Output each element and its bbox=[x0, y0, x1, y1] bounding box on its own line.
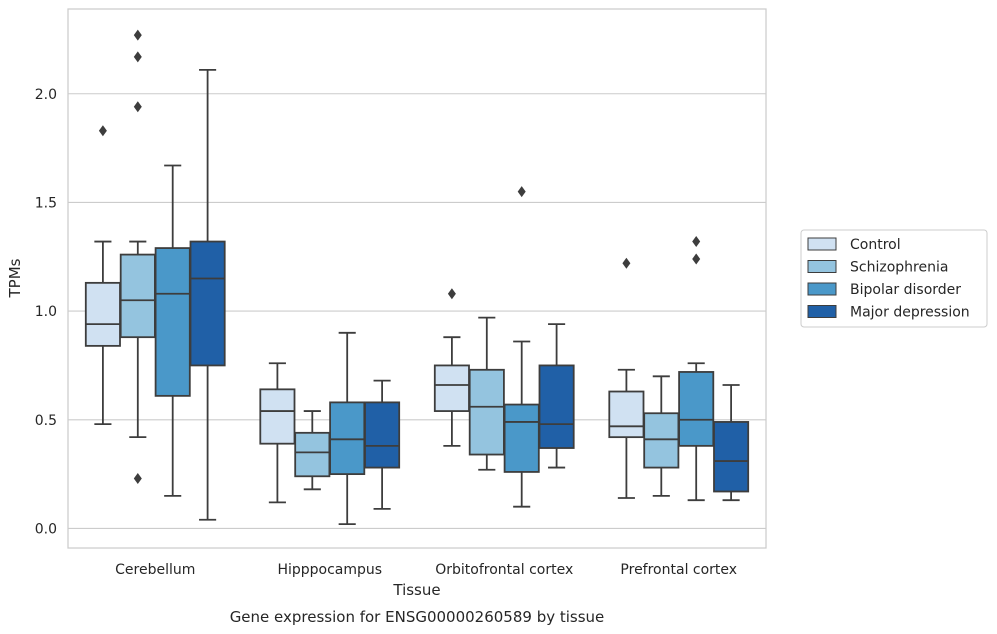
legend-label: Bipolar disorder bbox=[850, 282, 961, 298]
box bbox=[468, 368, 505, 456]
outlier-point bbox=[622, 257, 631, 269]
box bbox=[433, 364, 470, 412]
legend-label: Schizophrenia bbox=[850, 260, 948, 276]
chart-title: Gene expression for ENSG00000260589 by t… bbox=[230, 608, 605, 626]
outlier-point bbox=[133, 472, 142, 484]
legend-label: Control bbox=[850, 237, 901, 253]
box bbox=[84, 281, 121, 347]
box-schizophrenia bbox=[643, 375, 680, 497]
box bbox=[189, 240, 226, 367]
box bbox=[678, 371, 715, 447]
outlier-point bbox=[447, 288, 456, 300]
legend-swatch bbox=[807, 305, 837, 318]
box bbox=[119, 253, 156, 339]
box-schizophrenia bbox=[119, 29, 156, 484]
box bbox=[713, 421, 750, 493]
legend-swatch bbox=[807, 260, 837, 273]
x-axis: Cerebellum Hipppocampus Orbitofrontal cort… bbox=[115, 562, 737, 578]
box bbox=[643, 412, 680, 469]
legend: Control Schizophrenia Bipolar disorder Majo… bbox=[800, 229, 988, 328]
outlier-point bbox=[98, 125, 107, 137]
box-schizophrenia bbox=[468, 316, 505, 471]
box-schizophrenia bbox=[294, 410, 331, 491]
y-tick-label: 1.0 bbox=[35, 304, 57, 320]
y-axis-label: TPMs bbox=[6, 258, 24, 298]
x-tick-label: Hipppocampus bbox=[277, 562, 382, 578]
box-control bbox=[433, 288, 470, 447]
box bbox=[538, 364, 575, 449]
outlier-point bbox=[133, 51, 142, 63]
boxes bbox=[84, 29, 750, 525]
x-axis-label: Tissue bbox=[392, 581, 440, 599]
box-bipolar-disorder bbox=[678, 236, 715, 502]
legend-swatch bbox=[807, 282, 837, 296]
x-tick-label: Cerebellum bbox=[115, 562, 195, 578]
box-major-depression bbox=[538, 323, 575, 469]
x-tick-label: Orbitofrontal cortex bbox=[435, 562, 573, 578]
box bbox=[329, 401, 366, 476]
box-major-depression bbox=[364, 379, 401, 510]
outlier-point bbox=[133, 29, 142, 41]
y-tick-label: 1.5 bbox=[35, 195, 57, 211]
legend-swatch bbox=[807, 237, 837, 251]
box bbox=[364, 401, 401, 469]
box bbox=[294, 431, 331, 478]
outlier-point bbox=[692, 236, 701, 248]
y-axis: 0.0 0.5 1.0 1.5 2.0 bbox=[35, 87, 57, 538]
y-tick-label: 2.0 bbox=[35, 87, 57, 103]
box-major-depression bbox=[189, 68, 226, 521]
box-control bbox=[259, 362, 296, 504]
outlier-point bbox=[133, 101, 142, 113]
legend-frame bbox=[800, 229, 988, 328]
y-tick-label: 0.0 bbox=[35, 521, 57, 537]
box bbox=[608, 390, 645, 439]
box bbox=[503, 403, 540, 473]
y-tick-label: 0.5 bbox=[35, 413, 57, 429]
box-control bbox=[608, 257, 645, 499]
box-control bbox=[84, 125, 121, 426]
box-major-depression bbox=[713, 384, 750, 502]
x-tick-label: Prefrontal cortex bbox=[620, 562, 737, 578]
box-bipolar-disorder bbox=[503, 186, 540, 508]
outlier-point bbox=[517, 186, 526, 198]
outlier-point bbox=[692, 253, 701, 265]
legend-label: Major depression bbox=[850, 305, 970, 321]
box bbox=[154, 247, 191, 397]
box bbox=[259, 388, 296, 445]
